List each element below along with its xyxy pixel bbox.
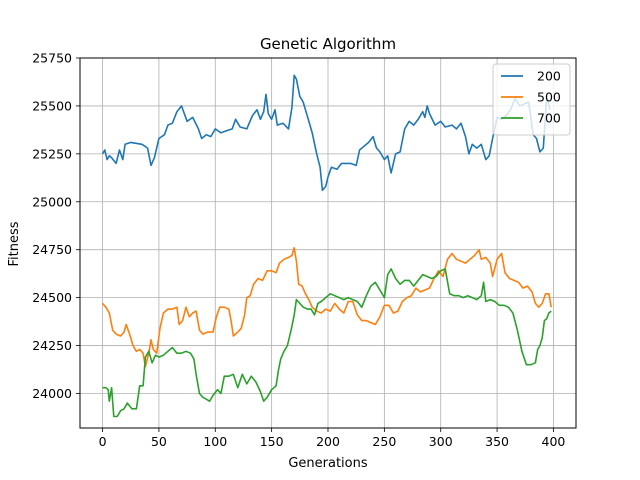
x-tick-label: 300 xyxy=(429,434,453,449)
y-tick-label: 24000 xyxy=(32,386,72,401)
x-tick-label: 250 xyxy=(372,434,396,449)
y-tick-label: 25500 xyxy=(32,98,72,113)
series-line-500 xyxy=(101,247,552,368)
x-tick-label: 150 xyxy=(260,434,284,449)
x-tick-label: 100 xyxy=(203,434,227,449)
x-tick-label: 0 xyxy=(99,434,107,449)
x-tick-label: 400 xyxy=(542,434,566,449)
y-tick-label: 25250 xyxy=(32,146,72,161)
x-tick-label: 50 xyxy=(151,434,167,449)
series-line-200 xyxy=(101,74,551,192)
y-axis-ticks: 24000 24250 24500 24750 25000 25250 25500 25750 xyxy=(32,51,80,401)
x-axis-ticks: 0 50 100 150 200 250 300 350 400 xyxy=(99,428,566,449)
series-line-700 xyxy=(102,268,552,418)
y-tick-label: 25750 xyxy=(32,51,72,66)
x-axis-title: Generations xyxy=(288,456,368,471)
series-lines xyxy=(101,74,552,418)
y-tick-label: 24750 xyxy=(32,242,72,257)
legend: 200 500 700 xyxy=(492,63,571,136)
y-tick-label: 24500 xyxy=(32,290,72,305)
y-tick-label: 25000 xyxy=(32,194,72,209)
legend-label: 700 xyxy=(537,111,561,126)
x-tick-label: 200 xyxy=(316,434,340,449)
legend-label: 200 xyxy=(537,69,561,84)
y-tick-label: 24250 xyxy=(32,338,72,353)
x-tick-label: 350 xyxy=(485,434,509,449)
chart-title: Genetic Algorithm xyxy=(260,35,396,53)
legend-label: 500 xyxy=(537,90,561,105)
y-axis-title: Fitness xyxy=(7,221,22,266)
